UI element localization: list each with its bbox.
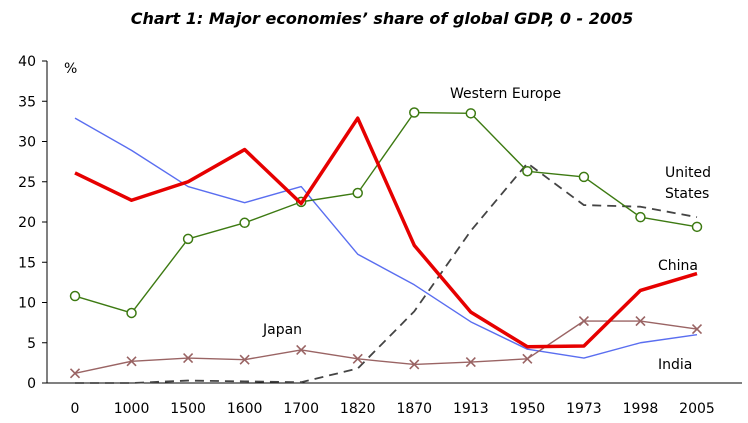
x-tick-label: 1870 xyxy=(396,401,432,417)
x-tick-label: 1600 xyxy=(227,401,263,417)
y-tick-label: 40 xyxy=(18,54,36,70)
series-western-europe xyxy=(69,107,703,319)
x-tick-label: 1998 xyxy=(623,401,659,417)
line-india xyxy=(74,117,698,359)
line-japan xyxy=(74,320,698,375)
point-japan xyxy=(522,353,533,364)
x-tick-label: 1000 xyxy=(114,401,150,417)
series-china xyxy=(74,116,698,349)
y-tick-label: 15 xyxy=(18,255,36,271)
point-japan xyxy=(296,344,307,356)
label-united-states-2: States xyxy=(665,186,709,202)
point-western-europe xyxy=(635,211,646,223)
label-united-states-1: United xyxy=(665,165,711,181)
point-japan xyxy=(126,356,137,367)
line-united-states xyxy=(75,162,698,384)
point-japan xyxy=(352,353,363,364)
point-japan xyxy=(578,315,589,327)
x-tick-label: 1973 xyxy=(566,401,602,417)
label-china: China xyxy=(658,258,698,274)
x-tick-label: 2005 xyxy=(679,401,715,417)
x-tick-label: 1913 xyxy=(453,401,489,417)
line-western-europe xyxy=(74,111,698,314)
point-western-europe xyxy=(465,108,477,119)
point-japan xyxy=(239,354,250,365)
x-tick-label: 0 xyxy=(71,401,80,417)
point-western-europe xyxy=(409,107,420,118)
y-tick-label: 30 xyxy=(18,135,36,151)
y-tick-label: 20 xyxy=(18,215,36,231)
x-tick-label: 1500 xyxy=(170,401,206,417)
y-tick-label: 10 xyxy=(18,296,36,312)
point-western-europe xyxy=(352,187,363,199)
series-india xyxy=(74,117,698,359)
y-tick-label: 0 xyxy=(27,376,36,392)
point-western-europe xyxy=(182,233,194,245)
x-tick-label: 1700 xyxy=(283,401,319,417)
point-western-europe xyxy=(578,171,590,183)
label-japan: Japan xyxy=(262,322,302,338)
point-japan xyxy=(69,368,81,379)
label-western-europe: Western Europe xyxy=(450,86,561,102)
point-western-europe xyxy=(239,217,250,229)
x-tick-label: 1950 xyxy=(510,401,546,417)
series-united-states xyxy=(74,162,698,384)
point-western-europe xyxy=(69,290,81,302)
point-japan xyxy=(409,359,420,370)
point-western-europe xyxy=(522,166,533,177)
point-western-europe xyxy=(126,307,137,319)
y-tick-label: 35 xyxy=(18,94,36,110)
x-tick-label: 1820 xyxy=(340,401,376,417)
chart-title: Chart 1: Major economies’ share of globa… xyxy=(131,9,634,28)
y-tick-label: 5 xyxy=(27,336,36,352)
line-china xyxy=(74,116,698,349)
point-japan xyxy=(635,315,646,327)
point-western-europe xyxy=(691,221,703,233)
point-japan xyxy=(183,352,194,364)
series-japan xyxy=(69,315,703,379)
y-axis-unit: % xyxy=(64,61,77,77)
y-tick-label: 25 xyxy=(18,175,36,191)
label-india: India xyxy=(658,357,692,373)
point-japan xyxy=(465,357,476,368)
point-japan xyxy=(691,323,703,335)
